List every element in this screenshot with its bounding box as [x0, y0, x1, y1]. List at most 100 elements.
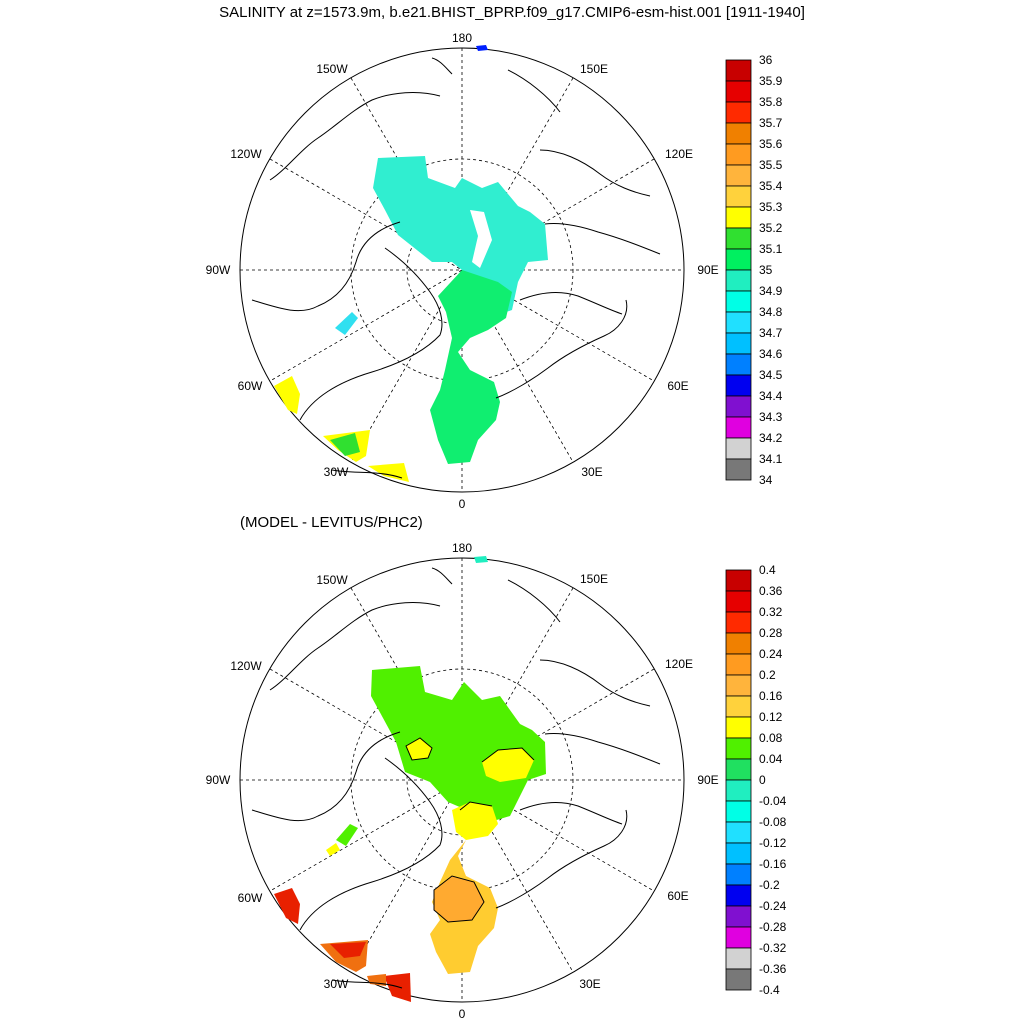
red-patch-west — [274, 888, 300, 924]
label-90e: 90E — [697, 263, 718, 277]
label-90w: 90W — [206, 773, 231, 787]
colorbar-swatch — [725, 248, 752, 271]
colorbar-label: 34.6 — [759, 347, 783, 361]
label-60e: 60E — [667, 889, 688, 903]
colorbar-swatch — [725, 143, 752, 166]
basin-gap — [470, 210, 492, 268]
colorbar-swatch — [725, 227, 752, 250]
colorbar-label: 35.7 — [759, 116, 783, 130]
colorbar-label: -0.28 — [759, 920, 787, 934]
pacific-dot — [474, 556, 488, 563]
colorbar-label: -0.16 — [759, 857, 787, 871]
colorbar-label: -0.2 — [759, 878, 780, 892]
yellow-patch-west — [274, 376, 300, 414]
colorbar-swatch — [725, 311, 752, 334]
plot-title: SALINITY at z=1573.9m, b.e21.BHIST_BPRP.… — [219, 4, 805, 21]
colorbar-label: 34 — [759, 473, 773, 487]
colorbar-swatch — [725, 395, 752, 418]
colorbar-swatch — [725, 590, 752, 613]
colorbar-swatch — [725, 458, 752, 481]
colorbar-label: 34.3 — [759, 410, 783, 424]
label-0: 0 — [459, 497, 466, 511]
colorbar-swatch — [725, 779, 752, 802]
label-120w: 120W — [230, 659, 262, 673]
label-180: 180 — [452, 541, 472, 555]
red-patch-south — [330, 942, 366, 958]
colorbar-label: 35 — [759, 263, 773, 277]
difference-colorbar: 0.4 0.36 0.32 0.28 0.24 0.2 0.16 0.12 0.08 0.04 0 -… — [725, 563, 787, 997]
difference-title: (MODEL - LEVITUS/PHC2) — [240, 514, 423, 531]
colorbar-label: 35.9 — [759, 74, 783, 88]
difference-fill — [274, 556, 546, 1002]
coastlines — [251, 57, 661, 479]
colorbar-label: 35.2 — [759, 221, 783, 235]
label-150e: 150E — [580, 62, 608, 76]
pacific-dot — [476, 45, 488, 51]
colorbar-label: 34.7 — [759, 326, 783, 340]
colorbar-label: 35.1 — [759, 242, 783, 256]
salinity-panel: 180 150E 120E 90E 60E 30E 0 30W 60W 90W … — [0, 0, 1024, 512]
atlantic-inflow-region — [430, 270, 512, 464]
colorbar-swatch — [725, 332, 752, 355]
colorbar-swatch — [725, 926, 752, 949]
label-0: 0 — [459, 1007, 466, 1021]
colorbar-swatch — [725, 59, 752, 82]
label-150w: 150W — [316, 62, 348, 76]
colorbar-label: 0.32 — [759, 605, 783, 619]
yellow-fram-region — [452, 802, 498, 840]
colorbar-swatch — [725, 674, 752, 697]
label-90w: 90W — [206, 263, 231, 277]
yellow-blob-north — [406, 738, 432, 760]
colorbar-label: 35.3 — [759, 200, 783, 214]
colorbar-label: -0.12 — [759, 836, 787, 850]
colorbar-swatch — [725, 269, 752, 292]
label-120w: 120W — [230, 147, 262, 161]
colorbar-label: 0.4 — [759, 563, 776, 577]
colorbar-label: -0.04 — [759, 794, 787, 808]
colorbar-swatch — [725, 569, 752, 592]
longitude-labels: 180 150E 120E 90E 60E 30E 0 30W 60W 90W … — [206, 31, 719, 511]
colorbar-label: 0.24 — [759, 647, 783, 661]
colorbar-label: -0.24 — [759, 899, 787, 913]
colorbar-swatch — [725, 80, 752, 103]
label-120e: 120E — [665, 657, 693, 671]
label-180: 180 — [452, 31, 472, 45]
atlantic-orange-dark — [434, 876, 484, 922]
colorbar-swatch — [725, 437, 752, 460]
colorbar-swatch — [725, 374, 752, 397]
colorbar-label: 0.28 — [759, 626, 783, 640]
colorbar-swatch — [725, 758, 752, 781]
colorbar-label: 0 — [759, 773, 766, 787]
salinity-colorbar: 36 35.9 35.8 35.7 35.6 35.5 35.4 35.3 35.2 35.1 35… — [725, 53, 783, 487]
label-60e: 60E — [667, 379, 688, 393]
green-patch-labrador — [336, 824, 358, 846]
colorbar-swatch — [725, 905, 752, 928]
colorbar-label: 35.8 — [759, 95, 783, 109]
colorbar-swatch — [725, 653, 752, 676]
colorbar-swatch — [725, 632, 752, 655]
colorbar-label: 35.4 — [759, 179, 783, 193]
colorbar-swatch — [725, 800, 752, 823]
difference-map: 180 150E 120E 90E 60E 30E 0 30W 60W 90W … — [206, 541, 787, 1021]
red-patch-southeast — [384, 973, 411, 1002]
colorbar-label: 0.04 — [759, 752, 783, 766]
colorbar-swatch — [725, 884, 752, 907]
longitude-labels: 180 150E 120E 90E 60E 30E 0 30W 60W 90W … — [206, 541, 719, 1021]
label-30w: 30W — [324, 977, 349, 991]
colorbar-swatch — [725, 947, 752, 970]
colorbar-label: 0.08 — [759, 731, 783, 745]
colorbar-swatch — [725, 206, 752, 229]
salinity-map: 180 150E 120E 90E 60E 30E 0 30W 60W 90W … — [206, 31, 783, 511]
colorbar-swatch — [725, 611, 752, 634]
colorbar-label: 34.2 — [759, 431, 783, 445]
colorbar-label: 0.36 — [759, 584, 783, 598]
colorbar-label: 35.6 — [759, 137, 783, 151]
colorbar-swatch — [725, 863, 752, 886]
yellow-patch-labrador — [326, 843, 340, 856]
colorbar-label: -0.08 — [759, 815, 787, 829]
colorbar-swatch — [725, 353, 752, 376]
label-150e: 150E — [580, 572, 608, 586]
colorbar-label: 0.2 — [759, 668, 776, 682]
labrador-patch — [335, 312, 358, 335]
colorbar-label: 35.5 — [759, 158, 783, 172]
